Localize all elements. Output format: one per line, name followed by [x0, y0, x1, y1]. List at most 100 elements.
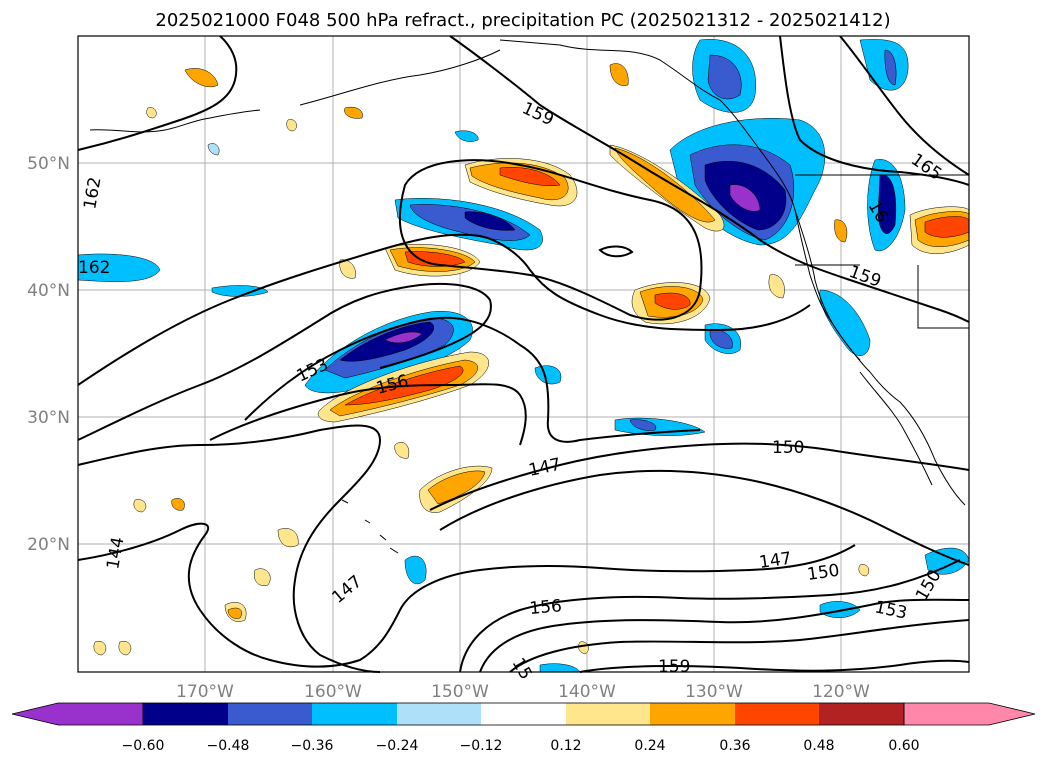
colorbar: −0.60 −0.48 −0.36 −0.24 −0.12 0.12 0.24 … — [11, 702, 1036, 754]
precip-positive-region — [118, 640, 132, 656]
precip-positive-region — [768, 274, 785, 299]
baja-coast — [859, 371, 933, 486]
colorbar-segment — [566, 703, 650, 725]
contour-line — [459, 559, 961, 673]
colorbar-segment — [650, 703, 735, 725]
colorbar-extend-high — [903, 702, 1036, 726]
hawaii-islands — [341, 499, 399, 554]
colorbar-tick-label: 0.36 — [719, 738, 750, 754]
precip-positive-region — [344, 106, 363, 119]
lon-tick-label: 170°W — [176, 682, 234, 702]
contour-line — [509, 619, 970, 673]
precip-positive-region — [499, 167, 561, 186]
lat-tick-label: 40°N — [27, 281, 70, 301]
contour-line — [77, 233, 811, 386]
contour-label: 156 — [529, 596, 563, 619]
colorbar-tick-label: 0.60 — [888, 738, 919, 754]
colorbar-extend-low — [11, 702, 144, 726]
alaska-coast — [299, 39, 861, 361]
colorbar-frame — [142, 702, 905, 726]
precip-negative-region — [409, 204, 531, 241]
contour-line — [449, 35, 970, 323]
contour-label: 162 — [78, 258, 110, 278]
precip-negative-region — [404, 555, 427, 585]
contour-line — [77, 522, 856, 668]
lat-tick-label: 20°N — [27, 535, 70, 555]
contour-label: 150 — [806, 561, 841, 585]
precip-positive-region — [286, 119, 297, 132]
precip-positive-region — [858, 564, 870, 577]
precip-negative-region — [454, 130, 479, 142]
contour-label: 150 — [772, 438, 804, 458]
colorbar-segment — [312, 703, 397, 725]
colorbar-segment — [481, 703, 566, 725]
precip-positive-region — [227, 607, 242, 619]
precip-positive-region — [171, 498, 185, 511]
precip-negative-region — [877, 174, 897, 234]
aleutian-chain — [89, 109, 261, 133]
contour-line — [399, 159, 703, 321]
colorbar-tick-label: 0.12 — [550, 738, 581, 754]
precip-negative-region — [819, 601, 861, 618]
chart-title: 2025021000 F048 500 hPa refract., precip… — [155, 10, 890, 31]
contour-line — [839, 35, 970, 176]
precip-positive-region — [146, 107, 157, 119]
lon-tick-label: 150°W — [431, 682, 489, 702]
coastlines — [89, 39, 969, 554]
precip-positive-region — [614, 147, 716, 223]
colorbar-segment — [819, 703, 904, 725]
lon-tick-label: 140°W — [558, 682, 616, 702]
colorbar-tick-label: 0.24 — [634, 738, 665, 754]
contour-line — [479, 598, 970, 673]
precip-negative-region — [207, 143, 220, 156]
lat-tick-label: 50°N — [27, 154, 70, 174]
colorbar-tick-label: 0.48 — [803, 738, 834, 754]
contour-line — [77, 282, 492, 441]
precip-positive-region — [427, 470, 486, 505]
precip-negative-region — [819, 289, 871, 356]
colorbar-tick-label: −0.24 — [376, 738, 419, 754]
precip-negative-region — [534, 365, 562, 385]
colorbar-segment — [735, 703, 819, 725]
precip-positive-region — [184, 68, 219, 88]
contour-line — [77, 35, 238, 151]
contour-line — [439, 469, 970, 566]
precip-negative-region — [709, 329, 733, 349]
precip-shading — [77, 39, 970, 673]
precip-negative-region — [729, 184, 761, 212]
precip-positive-region — [654, 292, 691, 310]
colorbar-tick-label: −0.60 — [122, 738, 165, 754]
precip-negative-region — [384, 331, 423, 344]
precip-negative-region — [464, 211, 516, 231]
contour-line — [579, 659, 970, 673]
precip-positive-region — [277, 528, 299, 548]
precip-negative-region — [77, 253, 161, 282]
map-frame — [77, 35, 970, 673]
lon-tick-label: 120°W — [812, 682, 870, 702]
precip-negative-region — [211, 285, 269, 297]
colorbar-tick-label: −0.12 — [460, 738, 503, 754]
precip-negative-region — [629, 419, 657, 431]
contour-label: 159 — [658, 657, 690, 677]
colorbar-segment — [228, 703, 312, 725]
lat-tick-label: 30°N — [27, 408, 70, 428]
colorbar-tick-label: −0.36 — [291, 738, 334, 754]
contour-line — [779, 35, 970, 186]
lon-tick-label: 130°W — [685, 682, 743, 702]
contour-label: 147 — [758, 549, 793, 573]
contour-line — [209, 383, 527, 446]
contour-line — [244, 316, 701, 443]
colorbar-tick-label: −0.48 — [207, 738, 250, 754]
precip-positive-region — [834, 219, 848, 243]
contour-line — [429, 442, 970, 511]
precip-negative-region — [884, 49, 897, 86]
map-panel: 159 162 162 165 159 153 156 150 147 147 … — [77, 35, 970, 683]
precip-positive-region — [339, 259, 356, 279]
lon-axis: 170°W 160°W 150°W 140°W 130°W 120°W — [176, 682, 870, 702]
precip-positive-region — [93, 640, 107, 656]
lat-axis: 50°N 40°N 30°N 20°N — [27, 154, 70, 555]
precip-positive-region — [609, 63, 629, 86]
contour-line — [77, 424, 382, 673]
precip-positive-region — [133, 499, 147, 513]
precip-negative-region — [707, 54, 742, 100]
